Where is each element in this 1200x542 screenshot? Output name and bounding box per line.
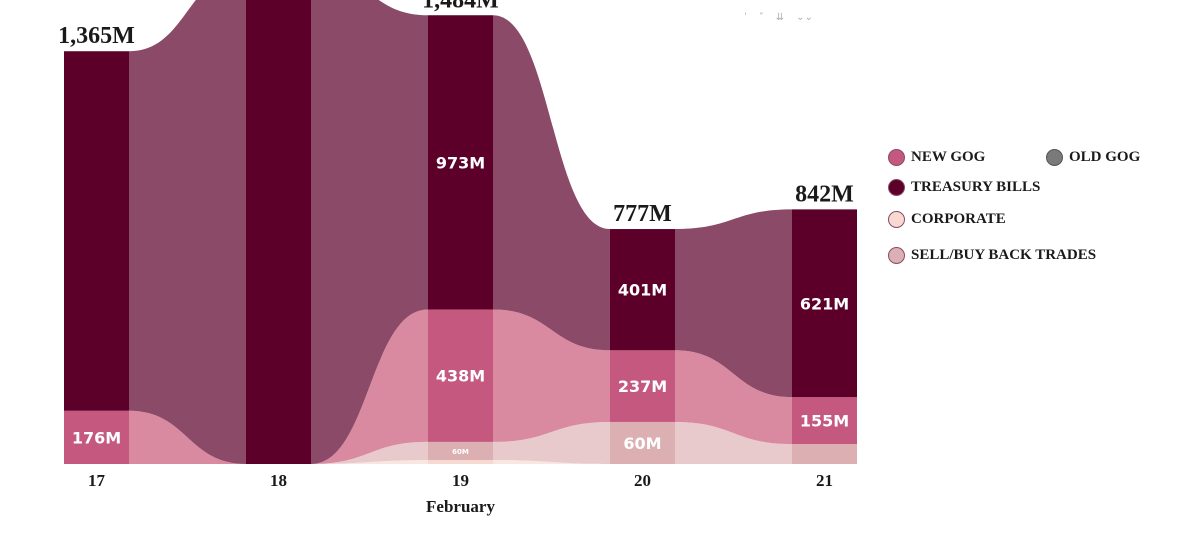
legend-label: SELL/BUY BACK TRADES	[911, 246, 1097, 263]
total-label: 1,484M	[422, 0, 499, 13]
data-label: 401M	[618, 281, 667, 300]
ribbon-treasury-bills	[675, 209, 792, 398]
x-tick-label: 19	[452, 471, 469, 490]
data-label: 237M	[618, 377, 667, 396]
bar-sell-buy-back-trades	[792, 444, 857, 464]
legend-swatch	[888, 246, 905, 264]
data-label: 60M	[623, 434, 661, 453]
data-label: 438M	[436, 367, 485, 386]
bar-new-gog	[792, 397, 857, 445]
ribbon-treasury-bills	[129, 0, 246, 464]
bar-sell-buy-back-trades	[610, 421, 675, 464]
filter-icon[interactable]: ˈ	[744, 12, 747, 23]
bar-new-gog	[64, 410, 129, 464]
visual-toolbar: ˈ ˅ ⇊ ⌄⌄	[744, 12, 813, 23]
x-axis-title: February	[426, 497, 495, 516]
x-tick-label: 18	[270, 471, 287, 490]
x-tick-label: 17	[88, 471, 106, 490]
x-tick-label: 21	[816, 471, 833, 490]
legend-label: TREASURY BILLS	[911, 178, 1041, 195]
legend-item-corporate[interactable]: CORPORATE	[888, 208, 1006, 230]
legend-item-sell-buy-back[interactable]: SELL/BUY BACK TRADES	[888, 244, 1096, 266]
x-tick-label: 20	[634, 471, 651, 490]
legend-label: CORPORATE	[911, 210, 1006, 227]
legend-swatch	[1046, 148, 1063, 166]
data-label: 60M	[452, 448, 469, 456]
label-layer: 176M 60M 438M 973M 60M 237M 401M 155M 621M 1,365M…	[58, 0, 854, 456]
data-label: 155M	[800, 412, 849, 431]
chevron-down-icon[interactable]: ˅	[758, 12, 764, 23]
bar-treasury-bills	[246, 0, 311, 464]
legend-swatch	[888, 210, 905, 228]
ribbon-treasury-bills	[493, 15, 610, 351]
legend-item-treasury-bills[interactable]: TREASURY BILLS	[888, 176, 1040, 198]
legend-label: NEW GOG	[911, 148, 986, 165]
bar-treasury-bills	[64, 51, 129, 411]
ribbon-new-gog	[675, 350, 792, 445]
bar-corporate	[428, 460, 493, 464]
ribbon-sell-buy-back-trades	[675, 421, 792, 464]
x-axis: 17 18 19 20 21 February	[88, 471, 833, 516]
total-label: 842M	[795, 181, 854, 207]
bar-treasury-bills	[792, 209, 857, 398]
data-label: 621M	[800, 294, 849, 313]
expand-icon[interactable]: ⌄⌄	[796, 12, 813, 23]
column-layer	[64, 0, 857, 464]
bar-treasury-bills	[428, 15, 493, 310]
bar-treasury-bills	[610, 229, 675, 351]
data-label: 973M	[436, 153, 485, 172]
legend-item-old-gog[interactable]: OLD GOG	[1046, 146, 1140, 168]
legend-label: OLD GOG	[1069, 148, 1141, 165]
ribbon-treasury-bills	[311, 0, 428, 464]
data-label: 176M	[72, 428, 121, 447]
legend-swatch	[888, 178, 905, 196]
ribbon-layer	[129, 0, 792, 464]
legend-swatch	[888, 148, 905, 166]
bar-new-gog	[610, 350, 675, 422]
bar-sell-buy-back-trades	[428, 441, 493, 461]
double-arrow-icon[interactable]: ⇊	[775, 12, 785, 23]
ribbon-new-gog	[493, 309, 610, 442]
ribbon-new-gog	[311, 309, 428, 464]
total-label: 777M	[613, 201, 672, 227]
legend-item-new-gog[interactable]: NEW GOG	[888, 146, 985, 168]
total-label: 1,365M	[58, 23, 135, 49]
legend: NEW GOG OLD GOG TREASURY BILLS CORPORATE…	[888, 146, 1188, 276]
bar-new-gog	[428, 309, 493, 442]
ribbon-sell-buy-back-trades	[493, 421, 610, 464]
